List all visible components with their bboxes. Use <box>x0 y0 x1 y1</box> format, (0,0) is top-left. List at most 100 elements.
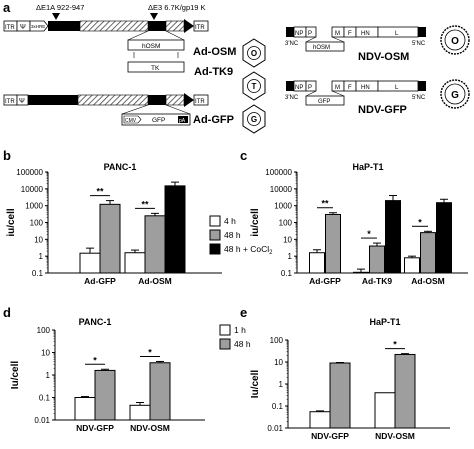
y-tick-label-c: 10 <box>283 235 292 244</box>
x-tick-label-c-2: Ad-OSM <box>411 276 445 286</box>
ad-construct-2: ITR Ψ ITR <box>3 93 209 107</box>
x-tick-label-e-0: NDV-GFP <box>311 431 349 441</box>
legend-swatch-d-1 <box>219 338 231 350</box>
bar-d-ndv-gfp-1h <box>74 397 96 421</box>
ad-osm-virion-icon: O <box>242 38 266 68</box>
deletion-e1-marker <box>52 13 60 20</box>
legend-label-b-1: 48 h <box>224 230 241 240</box>
ad-gfp-badge-letter: G <box>251 115 257 124</box>
tk-label: TK <box>151 65 160 72</box>
y-tick-label-c: 0.1 <box>281 269 293 278</box>
y-axis-label-b: iu/cell <box>6 208 17 237</box>
chart-panel-b: PANC-1 iu/cell 0.1 1 10 100 1000 10000 100000 Ad-… <box>6 162 273 286</box>
ndv-gfp-virion-icon: G <box>440 79 470 109</box>
legend-swatch-b-2 <box>209 243 221 255</box>
significance-mark-e: * <box>393 340 397 350</box>
bar-c-ad-tk9-4h <box>353 271 369 274</box>
ad-osm-label: Ad-OSM <box>193 46 236 58</box>
y-tick-label-b: 10000 <box>21 185 44 194</box>
ndv-gfp-gene-np: NP <box>295 85 303 91</box>
hre-label: 3xHRE <box>31 24 45 29</box>
y-tick-label-d: 10 <box>41 349 50 358</box>
x-tick-label-d-1: NDV-OSM <box>130 423 170 433</box>
deletion-e3-label: ΔE3 6.7K/gp19 K <box>148 3 206 12</box>
ad-tk9-label: Ad-TK9 <box>194 66 233 78</box>
significance-mark-c: * <box>418 217 422 227</box>
y-tick-label-b: 100000 <box>16 168 43 177</box>
itr-right-2: ITR <box>195 99 205 105</box>
ndv-gfp-badge-letter: G <box>451 90 459 101</box>
legend-swatch-b-1 <box>209 229 221 241</box>
y-tick-label-c: 100 <box>279 219 293 228</box>
panel-label-c: c <box>240 148 247 163</box>
y-tick-label-b: 10 <box>34 235 43 244</box>
ndv-osm-3nc: 3'NC <box>285 41 299 47</box>
pa-label: pA <box>179 118 186 124</box>
bar-c-ad-gfp-48h <box>325 213 341 274</box>
y-tick-label-e: 1 <box>279 380 284 389</box>
x-tick-label-e-1: NDV-OSM <box>375 431 415 441</box>
bar-d-ndv-gfp-48h <box>94 369 116 421</box>
ad-gfp-virion-icon: G <box>242 104 266 134</box>
bar-e-ndv-osm-1h <box>374 392 396 429</box>
y-tick-label-c: 1 <box>288 252 293 261</box>
x-tick-label-d-0: NDV-GFP <box>76 423 114 433</box>
chart-panel-e: HaP-T1 Iu/cell 0.01 0.1 1 10 100 NDV-GFP NDV-OSM… <box>250 317 450 441</box>
x-tick-label-c-0: Ad-GFP <box>309 276 341 286</box>
itr-left-2: ITR <box>5 99 15 105</box>
bar-c-ad-osm-48h+cocl <box>436 202 452 274</box>
significance-mark-c: * <box>367 229 371 239</box>
deletion-e1-label: ΔE1A 922-947 <box>36 3 84 12</box>
ndv-gfp-gene-p: P <box>308 85 312 91</box>
ndv-osm-5nc: 5'NC <box>412 41 426 47</box>
cmv-label: CMV <box>125 118 137 124</box>
ndv-osm-gene-p: P <box>308 31 312 37</box>
ndv-osm-virion-icon: O <box>440 25 470 55</box>
y-tick-label-d: 1 <box>46 371 51 380</box>
y-tick-label-e: 100 <box>270 336 284 345</box>
y-tick-label-c: 10000 <box>270 185 293 194</box>
ndv-osm-badge-letter: O <box>451 36 459 47</box>
significance-mark-b: ** <box>96 187 104 197</box>
bar-c-ad-osm-48h <box>420 232 436 274</box>
chart-title-b: PANC-1 <box>104 162 137 172</box>
panel-label-b: b <box>3 148 11 163</box>
panel-label-d: d <box>3 305 11 320</box>
bar-d-ndv-osm-48h <box>149 362 171 421</box>
ndv-gfp-construct: NP P M F HN L <box>286 80 426 92</box>
chart-panel-c: HaP-T1 iu/cell 0.1 1 10 100 1000 10000 100000 Ad-… <box>250 162 468 286</box>
deletion-e3-marker <box>150 13 158 20</box>
ndv-osm-label: NDV-OSM <box>358 51 409 63</box>
ndv-gfp-gene-f: F <box>348 85 352 91</box>
ndv-hosm-label: hOSM <box>313 45 330 51</box>
chart-panel-d: PANC-1 Iu/cell 0.01 0.1 1 10 100 NDV-GFP * NDV-OS… <box>10 317 251 433</box>
chart-title-c: HaP-T1 <box>352 162 383 172</box>
bar-b-ad-gfp-4h <box>79 252 101 274</box>
panel-label-a: a <box>3 0 11 15</box>
bar-e-ndv-gfp-48h <box>329 362 351 429</box>
legend-label-d-1: 48 h <box>234 339 251 349</box>
hosm-box <box>127 39 185 51</box>
bar-b-ad-osm-48h <box>144 215 166 274</box>
ad-tk9-virion-icon: T <box>242 71 266 101</box>
bar-e-ndv-gfp-1h <box>309 411 331 429</box>
ndv-gfp-5nc: 5'NC <box>412 95 426 101</box>
hre-arrow <box>29 20 49 32</box>
bar-c-ad-gfp-4h <box>309 252 325 274</box>
y-tick-label-b: 1 <box>39 252 44 261</box>
significance-mark-c: ** <box>321 199 329 209</box>
psi-label-1: Ψ <box>20 24 26 31</box>
significance-mark-d: * <box>93 355 97 365</box>
legend-swatch-b-0 <box>209 215 221 227</box>
legend-label-b-0: 4 h <box>224 216 236 226</box>
itr-left-1: ITR <box>5 25 15 31</box>
tk-box <box>127 61 185 73</box>
ndv-gfp-gene-l: L <box>395 85 399 91</box>
bar-c-ad-osm-4h <box>404 257 420 274</box>
x-tick-label-b-0: Ad-GFP <box>84 276 116 286</box>
ndv-osm-gene-m: M <box>335 31 340 37</box>
y-tick-label-e: 0.01 <box>267 424 283 433</box>
y-axis-label-c: iu/cell <box>250 208 261 237</box>
ad-osm-badge-letter: O <box>251 49 257 58</box>
y-tick-label-b: 1000 <box>25 202 43 211</box>
